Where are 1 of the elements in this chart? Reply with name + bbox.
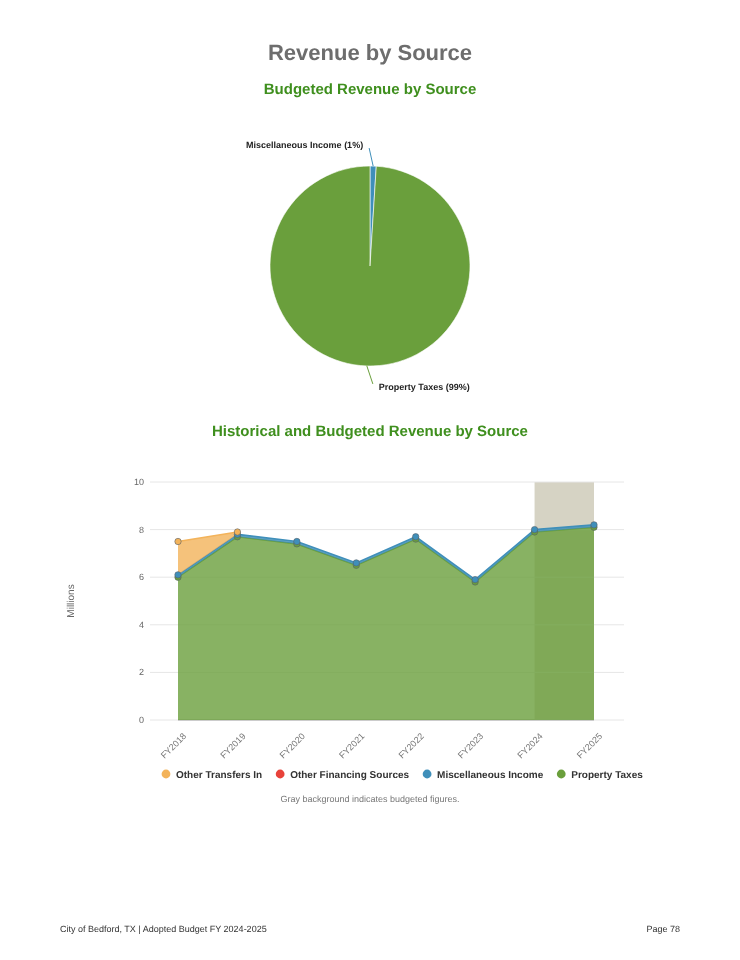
- chart-title: Revenue by Source: [267, 42, 473, 66]
